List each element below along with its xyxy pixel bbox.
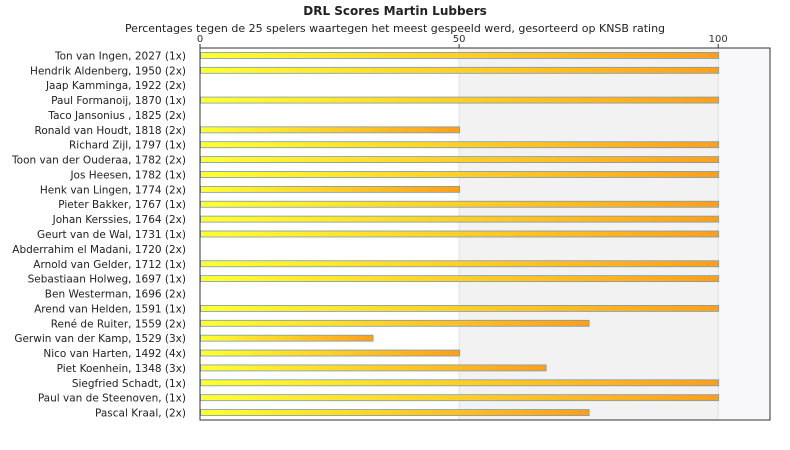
bar-21 — [200, 364, 547, 372]
category-label-7: Toon van der Ouderaa, 1782 (2x) — [11, 155, 186, 167]
bar-12 — [200, 230, 720, 238]
category-label-11: Johan Kerssies, 1764 (2x) — [52, 214, 186, 226]
bar-23 — [200, 394, 720, 402]
category-label-21: Piet Koenhein, 1348 (3x) — [57, 363, 186, 375]
bar-3 — [200, 96, 720, 104]
category-label-23: Paul van de Steenoven, (1x) — [38, 393, 186, 405]
category-label-4: Taco Jansonius , 1825 (2x) — [47, 110, 186, 122]
bar-24 — [200, 409, 590, 416]
category-label-0: Ton van Ingen, 2027 (1x) — [54, 50, 186, 62]
category-label-9: Henk van Lingen, 1774 (2x) — [40, 184, 186, 196]
bar-8 — [200, 171, 720, 178]
x-tick-label-2: 100 — [709, 34, 728, 45]
category-label-14: Arnold van Gelder, 1712 (1x) — [33, 259, 186, 271]
bar-11 — [200, 215, 720, 223]
category-label-1: Hendrik Aldenberg, 1950 (2x) — [30, 65, 186, 77]
bar-0 — [200, 52, 720, 59]
bar-14 — [200, 260, 720, 268]
category-label-18: René de Ruiter, 1559 (2x) — [51, 318, 186, 330]
plot-frame — [199, 47, 771, 421]
category-label-13: Abderrahim el Madani, 1720 (2x) — [12, 244, 186, 256]
bar-5 — [200, 126, 460, 134]
category-label-22: Siegfried Schadt, (1x) — [72, 378, 186, 390]
x-tick-label-0: 0 — [197, 34, 203, 45]
bar-15 — [200, 275, 720, 283]
category-label-8: Jos Heesen, 1782 (1x) — [69, 169, 186, 181]
bar-7 — [200, 156, 720, 164]
x-tick-label-1: 50 — [453, 34, 466, 45]
category-label-10: Pieter Bakker, 1767 (1x) — [58, 199, 186, 211]
chart-subtitle: Percentages tegen de 25 spelers waartege… — [124, 22, 666, 35]
category-label-5: Ronald van Houdt, 1818 (2x) — [35, 125, 186, 137]
bar-18 — [200, 319, 590, 327]
band-100-plus — [718, 48, 770, 420]
bar-10 — [200, 200, 720, 208]
bar-19 — [200, 334, 374, 342]
category-label-17: Arend van Helden, 1591 (1x) — [34, 303, 186, 315]
bar-22 — [200, 379, 720, 387]
category-label-12: Geurt van de Wal, 1731 (1x) — [37, 229, 186, 241]
category-label-3: Paul Formanoij, 1870 (1x) — [51, 95, 186, 107]
category-label-2: Jaap Kamminga, 1922 (2x) — [45, 80, 186, 92]
category-label-6: Richard Zijl, 1797 (1x) — [69, 140, 186, 152]
bar-9 — [200, 185, 460, 193]
bar-17 — [200, 304, 720, 312]
category-label-20: Nico van Harten, 1492 (4x) — [43, 348, 186, 360]
bar-1 — [200, 66, 720, 74]
bar-6 — [200, 141, 720, 149]
category-label-16: Ben Westerman, 1696 (2x) — [45, 289, 186, 301]
category-label-19: Gerwin van der Kamp, 1529 (3x) — [14, 333, 186, 345]
category-label-24: Pascal Kraal, (2x) — [95, 408, 186, 420]
category-label-15: Sebastiaan Holweg, 1697 (1x) — [28, 274, 186, 286]
bar-20 — [200, 349, 460, 357]
chart-title: DRL Scores Martin Lubbers — [303, 4, 487, 18]
